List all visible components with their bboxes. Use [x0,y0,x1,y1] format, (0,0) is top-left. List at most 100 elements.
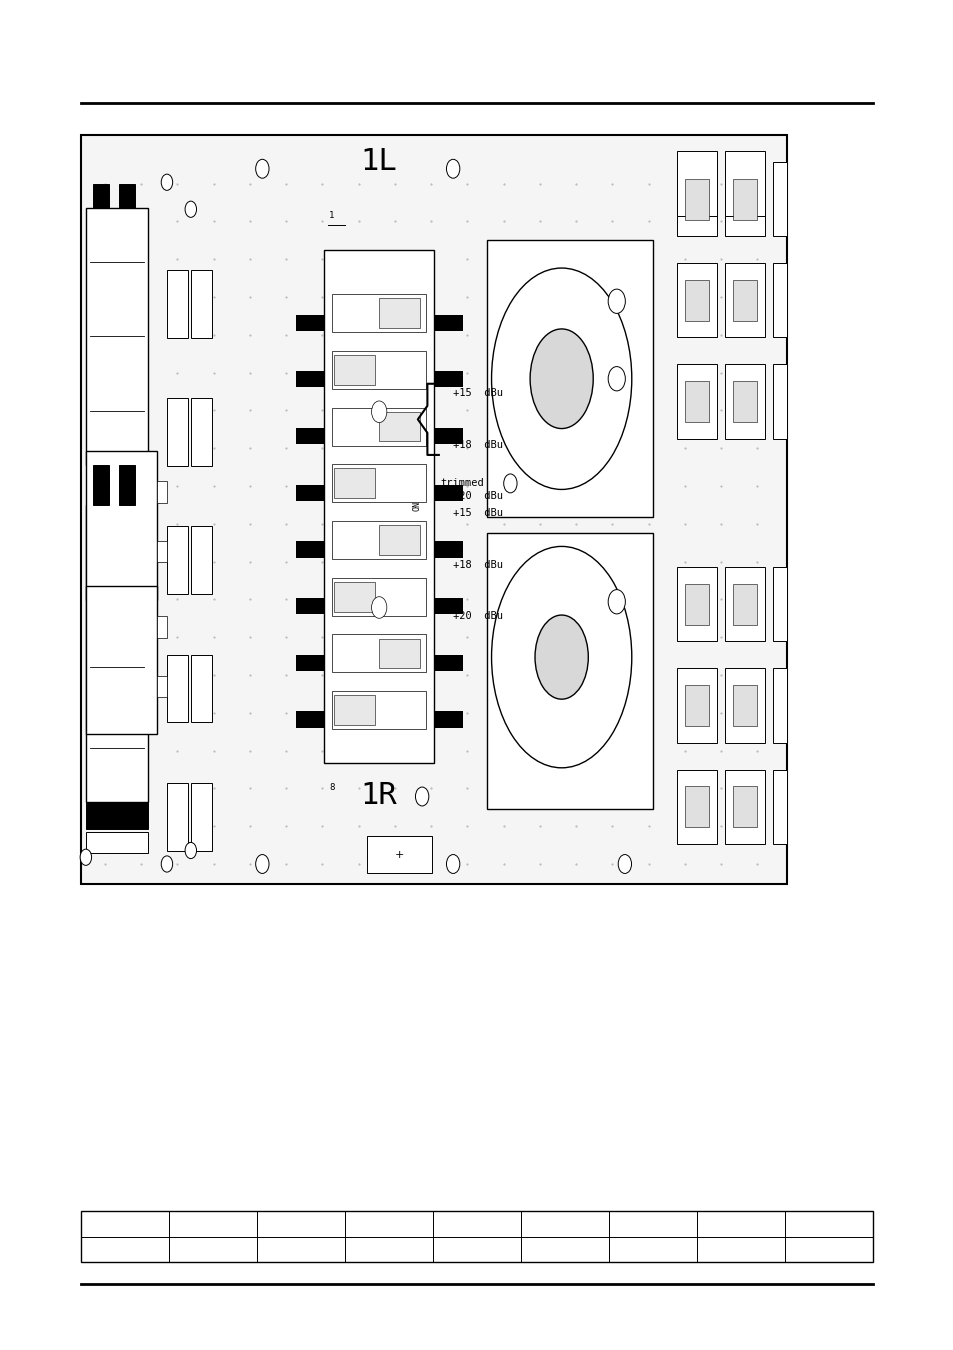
Bar [334,468,375,498]
Bar [167,398,188,466]
Bar [434,598,462,614]
Bar [379,298,419,328]
Bar [191,783,212,850]
Bar [167,655,188,722]
Bar [295,711,324,728]
Bar [332,521,426,559]
Bar [93,464,109,489]
Text: +20  dBu: +20 dBu [453,491,502,501]
Text: +15  dBu: +15 dBu [453,509,502,518]
Bar [772,668,786,743]
Bar [434,371,462,387]
Bar [732,178,757,220]
Bar [119,481,134,505]
Bar [724,668,764,743]
Bar [684,279,709,321]
Bar [486,533,653,810]
Circle shape [503,474,517,493]
Circle shape [185,842,196,859]
Circle shape [607,289,624,313]
Bar [379,412,419,441]
Bar [334,695,375,725]
Bar [684,786,709,828]
Circle shape [255,159,269,178]
Text: 1L: 1L [360,147,397,176]
Bar [324,250,434,763]
Bar [677,162,717,236]
Bar [167,270,188,338]
Bar [772,162,786,236]
Bar [167,526,188,594]
Text: +18  dBu: +18 dBu [453,440,502,450]
Circle shape [161,856,172,872]
Bar [81,1211,872,1262]
Circle shape [607,590,624,614]
Bar [772,769,786,844]
Ellipse shape [491,269,631,490]
Bar [295,598,324,614]
Circle shape [372,597,387,618]
Bar [732,583,757,625]
Bar [732,381,757,423]
Bar [157,482,167,504]
Bar [684,684,709,726]
Circle shape [446,159,459,178]
Text: 8: 8 [329,783,335,792]
Bar [157,616,167,639]
Bar [724,567,764,641]
Bar [772,567,786,641]
Bar [157,541,167,563]
Text: +18  dBu: +18 dBu [453,560,502,570]
Bar [677,567,717,641]
Bar [295,485,324,501]
Bar [434,485,462,501]
Bar [332,634,426,672]
Bar [86,208,148,464]
Bar [191,655,212,722]
Bar [334,355,375,385]
Circle shape [80,849,91,865]
Bar [295,315,324,331]
Text: trimmed: trimmed [440,478,484,489]
Text: +15  dBu: +15 dBu [453,389,502,398]
Ellipse shape [530,329,593,428]
Bar [86,586,157,734]
Bar [677,263,717,338]
Circle shape [372,841,385,860]
Bar [724,151,764,216]
Bar [684,381,709,423]
Bar [434,711,462,728]
Bar [332,294,426,332]
Bar [724,263,764,338]
Bar [332,578,426,616]
Bar [295,655,324,671]
Bar [677,364,717,439]
Bar [367,836,432,873]
Bar [677,769,717,844]
Bar [93,481,109,505]
Bar [332,691,426,729]
Bar [332,351,426,389]
Circle shape [416,787,429,806]
Bar [86,802,148,829]
Bar [119,464,134,489]
Bar [191,526,212,594]
Circle shape [607,367,624,392]
Bar [684,583,709,625]
Bar [86,832,148,853]
Bar [684,178,709,220]
Bar [724,364,764,439]
Bar [732,684,757,726]
Bar [191,270,212,338]
Bar [295,428,324,444]
Bar [379,525,419,555]
Bar [167,783,188,850]
Bar [732,786,757,828]
Circle shape [161,174,172,190]
Bar [379,639,419,668]
Bar [295,371,324,387]
Bar [295,541,324,558]
Text: 1: 1 [329,211,335,220]
Bar [81,135,786,884]
Bar [434,428,462,444]
